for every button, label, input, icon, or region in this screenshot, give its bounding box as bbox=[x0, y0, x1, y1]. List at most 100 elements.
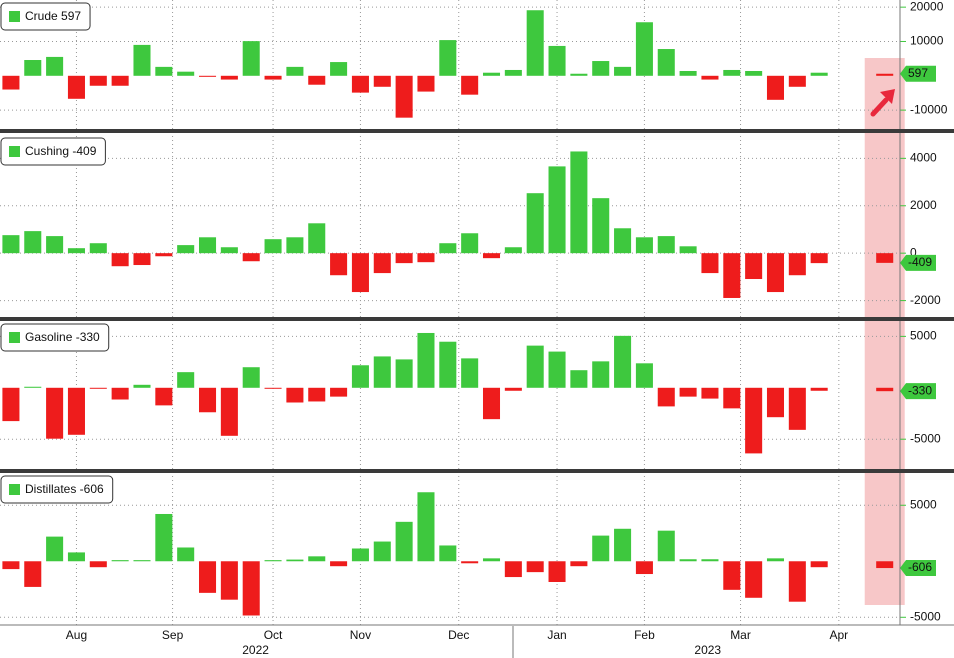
year-label: 2023 bbox=[694, 643, 721, 657]
bar bbox=[657, 530, 675, 562]
x-tick-label: Nov bbox=[350, 628, 371, 642]
arrow bbox=[870, 97, 889, 117]
bar bbox=[24, 386, 42, 388]
bar bbox=[570, 370, 588, 388]
bar bbox=[526, 561, 544, 573]
bar bbox=[504, 247, 522, 254]
bar bbox=[351, 365, 369, 388]
bar bbox=[2, 75, 20, 90]
bar bbox=[199, 75, 217, 77]
bar bbox=[439, 40, 457, 76]
bar bbox=[592, 198, 610, 254]
legend: Distillates -606 bbox=[0, 475, 114, 504]
bar bbox=[264, 387, 282, 389]
value-callout: 597 bbox=[908, 66, 928, 80]
bar bbox=[199, 561, 217, 593]
bar bbox=[766, 387, 785, 418]
legend-swatch bbox=[9, 11, 20, 22]
bar bbox=[24, 60, 42, 76]
bar bbox=[788, 253, 806, 276]
y-tick-label: -2000 bbox=[910, 293, 941, 307]
bar bbox=[504, 561, 522, 578]
legend-label: Gasoline -330 bbox=[25, 330, 100, 344]
bar bbox=[111, 75, 129, 86]
bar bbox=[133, 560, 151, 562]
bar bbox=[592, 61, 610, 76]
bar bbox=[67, 552, 85, 562]
y-tick-label: -5000 bbox=[910, 431, 941, 445]
x-tick-label: Aug bbox=[66, 628, 87, 642]
bar bbox=[679, 70, 697, 76]
y-tick-label: 5000 bbox=[910, 497, 937, 511]
value-callout: -409 bbox=[908, 255, 932, 269]
legend: Cushing -409 bbox=[0, 137, 106, 166]
y-tick-label: 20000 bbox=[910, 0, 944, 13]
bar bbox=[810, 561, 828, 568]
bar bbox=[701, 387, 719, 399]
bar bbox=[526, 10, 544, 76]
bar bbox=[439, 243, 457, 254]
x-tick-label: Mar bbox=[730, 628, 751, 642]
bar bbox=[745, 561, 763, 598]
value-callout-box bbox=[900, 65, 936, 82]
x-tick-label: Feb bbox=[634, 628, 655, 642]
bar bbox=[766, 253, 785, 293]
bar bbox=[876, 561, 894, 569]
bar bbox=[439, 341, 457, 388]
bar bbox=[876, 73, 894, 76]
bar bbox=[788, 387, 806, 430]
bar bbox=[570, 561, 588, 567]
bar bbox=[330, 253, 348, 276]
bar bbox=[242, 41, 260, 76]
bar bbox=[635, 22, 653, 76]
bar bbox=[701, 559, 719, 562]
bar bbox=[614, 228, 632, 254]
bar bbox=[788, 75, 806, 87]
bar bbox=[24, 231, 42, 254]
y-tick-label: 2000 bbox=[910, 198, 937, 212]
bar bbox=[461, 75, 479, 95]
bar bbox=[504, 387, 522, 391]
bar bbox=[614, 335, 632, 388]
bar bbox=[810, 253, 828, 264]
bar bbox=[657, 387, 675, 407]
bar bbox=[308, 387, 326, 402]
bar bbox=[548, 351, 566, 388]
legend-box bbox=[0, 475, 114, 504]
bar bbox=[439, 545, 457, 562]
bar bbox=[482, 387, 501, 420]
bar bbox=[723, 253, 741, 298]
legend-swatch bbox=[9, 146, 20, 157]
bar bbox=[286, 387, 304, 403]
bar bbox=[373, 253, 391, 274]
bar bbox=[133, 253, 151, 266]
bar bbox=[461, 561, 479, 564]
bar bbox=[395, 253, 413, 264]
bar bbox=[286, 237, 304, 254]
bar bbox=[876, 253, 894, 263]
bar bbox=[395, 359, 413, 388]
bar bbox=[220, 75, 238, 80]
bar bbox=[461, 233, 479, 254]
bar bbox=[548, 561, 566, 582]
bar bbox=[199, 387, 217, 413]
bar bbox=[395, 521, 413, 562]
bar bbox=[635, 237, 653, 254]
legend-box bbox=[0, 323, 110, 352]
bar bbox=[330, 62, 348, 76]
bar bbox=[111, 253, 129, 267]
bar bbox=[242, 367, 260, 388]
bar bbox=[330, 387, 348, 397]
legend-box bbox=[0, 137, 106, 166]
bar bbox=[766, 75, 785, 100]
bar bbox=[679, 559, 697, 562]
bar bbox=[810, 387, 828, 391]
bar bbox=[177, 547, 195, 562]
y-tick-label: -10000 bbox=[910, 102, 948, 116]
y-tick-label: 10000 bbox=[910, 34, 944, 48]
bar bbox=[504, 69, 522, 76]
bar bbox=[548, 166, 566, 254]
bar bbox=[570, 73, 588, 76]
bar bbox=[701, 75, 719, 80]
bar bbox=[482, 253, 501, 259]
